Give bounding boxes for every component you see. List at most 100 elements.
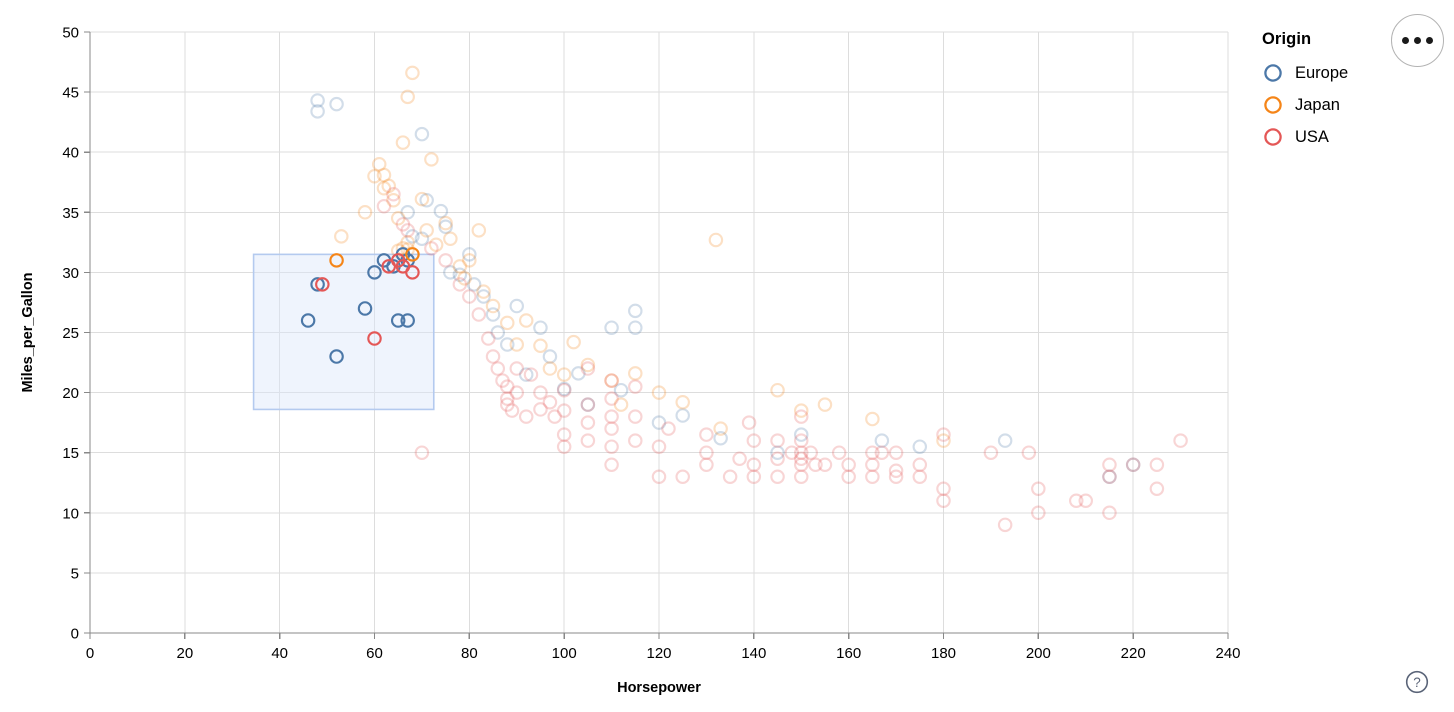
data-point-usa[interactable] bbox=[888, 469, 904, 484]
data-point-usa[interactable] bbox=[604, 373, 619, 388]
data-point-japan[interactable] bbox=[424, 152, 439, 167]
data-point-europe[interactable] bbox=[485, 307, 501, 322]
data-point-japan[interactable] bbox=[405, 247, 420, 262]
data-point-europe[interactable] bbox=[580, 397, 596, 412]
data-point-usa[interactable] bbox=[400, 223, 415, 238]
data-point-japan[interactable] bbox=[865, 411, 880, 427]
data-point-japan[interactable] bbox=[793, 403, 809, 418]
data-point-europe[interactable] bbox=[874, 433, 890, 448]
data-point-japan[interactable] bbox=[708, 232, 724, 248]
data-point-usa[interactable] bbox=[452, 277, 468, 292]
data-point-usa[interactable] bbox=[628, 379, 643, 394]
data-point-usa[interactable] bbox=[1102, 505, 1117, 521]
data-point-europe[interactable] bbox=[509, 298, 524, 314]
legend-entries[interactable]: Europe Japan USA bbox=[1262, 57, 1432, 153]
data-point-usa[interactable] bbox=[604, 409, 619, 424]
data-point-europe[interactable] bbox=[476, 289, 491, 304]
data-point-usa[interactable] bbox=[504, 403, 520, 418]
data-point-japan[interactable] bbox=[329, 253, 344, 268]
data-point-europe[interactable] bbox=[770, 445, 785, 460]
data-point-usa[interactable] bbox=[556, 403, 572, 418]
data-point-usa[interactable] bbox=[604, 439, 619, 454]
data-point-japan[interactable] bbox=[509, 337, 524, 352]
data-points-layer[interactable] bbox=[300, 65, 1188, 533]
scatter-plot-svg[interactable]: 0 5 10 15 20 25 30 35 40 45 50 0 20 40 60 80 100 120 140 16… bbox=[0, 0, 1260, 712]
data-point-usa[interactable] bbox=[580, 361, 596, 376]
data-point-usa[interactable] bbox=[699, 445, 714, 460]
data-point-usa[interactable] bbox=[936, 493, 951, 509]
data-point-japan[interactable] bbox=[414, 191, 430, 207]
data-point-usa[interactable] bbox=[841, 469, 856, 484]
data-point-usa[interactable] bbox=[1173, 433, 1188, 448]
data-point-europe[interactable] bbox=[419, 193, 434, 208]
data-point-europe[interactable] bbox=[433, 203, 449, 219]
data-point-japan[interactable] bbox=[367, 168, 382, 184]
data-point-usa[interactable] bbox=[831, 445, 847, 460]
legend-item-japan[interactable]: Japan bbox=[1262, 89, 1432, 121]
data-point-europe[interactable] bbox=[414, 126, 430, 142]
data-point-europe[interactable] bbox=[613, 382, 629, 398]
data-point-usa[interactable] bbox=[367, 331, 382, 346]
data-point-japan[interactable] bbox=[485, 298, 501, 314]
data-point-usa[interactable] bbox=[547, 409, 562, 424]
data-point-japan[interactable] bbox=[334, 229, 349, 244]
data-point-europe[interactable] bbox=[628, 320, 643, 335]
data-point-usa[interactable] bbox=[556, 382, 572, 398]
data-point-usa[interactable] bbox=[888, 463, 904, 478]
data-point-japan[interactable] bbox=[405, 65, 420, 81]
data-point-europe[interactable] bbox=[310, 277, 325, 292]
data-point-usa[interactable] bbox=[983, 445, 999, 460]
data-point-europe[interactable] bbox=[443, 265, 458, 280]
data-point-usa[interactable] bbox=[793, 409, 809, 424]
data-point-usa[interactable] bbox=[1149, 481, 1165, 497]
data-point-usa[interactable] bbox=[793, 445, 809, 460]
data-point-usa[interactable] bbox=[500, 391, 515, 406]
data-point-usa[interactable] bbox=[556, 427, 572, 442]
data-point-usa[interactable] bbox=[784, 445, 800, 460]
data-point-europe[interactable] bbox=[367, 265, 382, 280]
data-point-europe[interactable] bbox=[604, 320, 619, 335]
data-point-japan[interactable] bbox=[390, 211, 406, 226]
data-point-usa[interactable] bbox=[651, 439, 667, 454]
data-point-usa[interactable] bbox=[628, 409, 643, 424]
data-point-usa[interactable] bbox=[485, 349, 501, 364]
data-point-usa[interactable] bbox=[424, 241, 439, 256]
data-point-usa[interactable] bbox=[518, 409, 534, 424]
legend-item-europe[interactable]: Europe bbox=[1262, 57, 1432, 89]
data-point-europe[interactable] bbox=[713, 431, 728, 446]
data-point-usa[interactable] bbox=[438, 253, 453, 268]
data-point-japan[interactable] bbox=[400, 242, 415, 257]
data-point-usa[interactable] bbox=[509, 361, 524, 376]
data-point-japan[interactable] bbox=[428, 237, 444, 253]
data-point-usa[interactable] bbox=[741, 415, 757, 430]
data-point-usa[interactable] bbox=[770, 451, 785, 466]
data-point-europe[interactable] bbox=[329, 96, 344, 112]
scatter-plot-container[interactable]: 0 5 10 15 20 25 30 35 40 45 50 0 20 40 60 80 100 120 140 16… bbox=[0, 0, 1260, 712]
data-point-usa[interactable] bbox=[1021, 445, 1037, 460]
data-point-japan[interactable] bbox=[462, 253, 477, 268]
data-point-usa[interactable] bbox=[865, 457, 880, 472]
legend-item-usa[interactable]: USA bbox=[1262, 121, 1432, 153]
data-point-europe[interactable] bbox=[438, 219, 453, 234]
data-point-usa[interactable] bbox=[533, 402, 548, 417]
data-point-europe[interactable] bbox=[400, 313, 415, 328]
data-point-usa[interactable] bbox=[746, 433, 762, 448]
data-point-usa[interactable] bbox=[888, 445, 904, 460]
data-point-usa[interactable] bbox=[1031, 505, 1046, 521]
data-point-japan[interactable] bbox=[613, 397, 629, 412]
data-point-europe[interactable] bbox=[462, 247, 477, 262]
data-point-usa[interactable] bbox=[533, 385, 548, 400]
data-point-usa[interactable] bbox=[722, 469, 738, 484]
data-point-usa[interactable] bbox=[808, 457, 823, 472]
data-point-usa[interactable] bbox=[628, 433, 643, 448]
data-point-europe[interactable] bbox=[556, 381, 572, 397]
data-point-usa[interactable] bbox=[556, 439, 572, 454]
data-point-usa[interactable] bbox=[1031, 481, 1046, 497]
brush-selection-rect[interactable] bbox=[252, 253, 435, 411]
data-point-europe[interactable] bbox=[1102, 469, 1117, 484]
overflow-menu-button[interactable] bbox=[1391, 14, 1444, 67]
data-point-japan[interactable] bbox=[400, 89, 415, 105]
data-point-usa[interactable] bbox=[580, 433, 596, 448]
data-point-japan[interactable] bbox=[770, 382, 785, 398]
data-point-europe[interactable] bbox=[542, 349, 558, 364]
